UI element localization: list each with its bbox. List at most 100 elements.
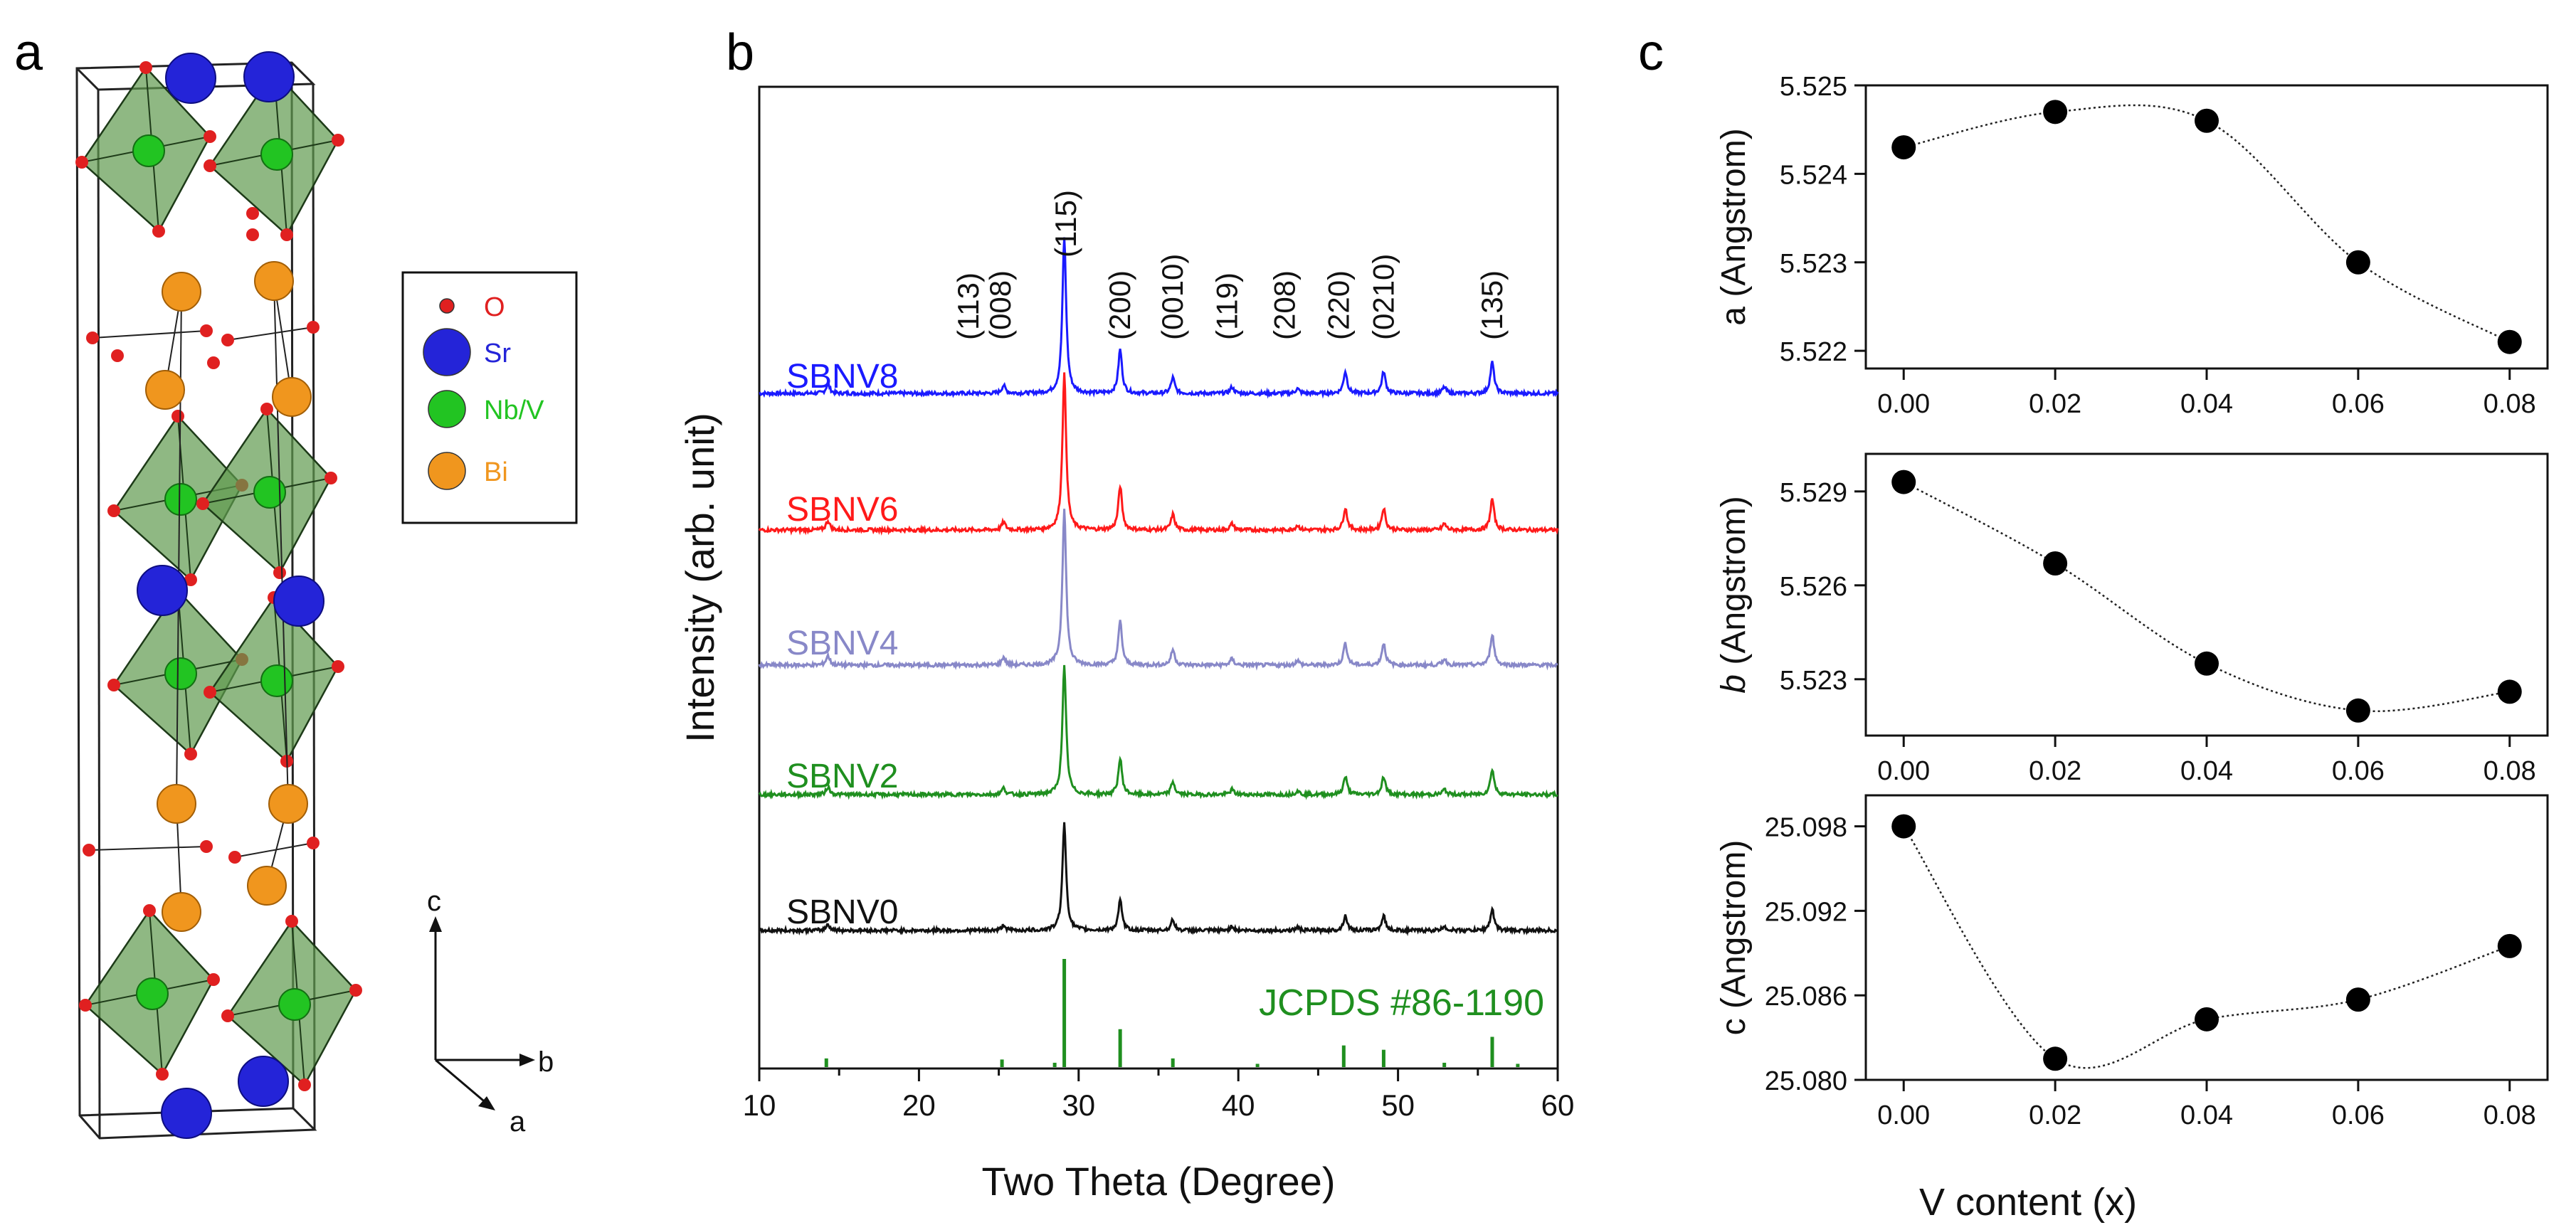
- series-label-sbnv6: SBNV6: [786, 491, 898, 529]
- lattice-content: 5.522 5.523 5.524 5.525 0.00 0.02 0.04 0.06 0.08…: [1715, 72, 2549, 1130]
- legend-swatch: [428, 452, 466, 490]
- o-atom: [204, 159, 216, 172]
- data-point: [2497, 679, 2522, 704]
- x-tick-label: 0.08: [2483, 756, 2536, 786]
- data-point: [1891, 470, 1916, 494]
- data-point: [2345, 250, 2370, 275]
- y-tick-label: 25.092: [1765, 897, 1847, 927]
- fit-curve: [1903, 104, 2511, 343]
- x-tick-label: 0.08: [2483, 1101, 2536, 1130]
- xrd-content: SBNV8 SBNV6 SBNV4 SBNV2 SBNV0 (113)(008) (115)…: [743, 190, 1575, 1122]
- data-point: [2345, 698, 2370, 723]
- bond: [234, 842, 314, 858]
- b-axis-label: b: [538, 1046, 554, 1078]
- o-atom: [79, 999, 92, 1012]
- nb-atom: [260, 664, 293, 697]
- panel-a-letter: a: [14, 24, 43, 81]
- panel-c-lattice: c 5.522 5.523 5.524 5.525 0.00 0.02 0.04 0.06 0.…: [1638, 24, 2549, 1224]
- legend-label: Bi: [484, 457, 508, 487]
- x-tick-label: 30: [1062, 1088, 1095, 1122]
- bi-atom: [254, 261, 294, 301]
- x-tick-label: 0.02: [2029, 1101, 2081, 1130]
- x-tick-label: 0.06: [2332, 389, 2385, 419]
- sr-atom: [137, 565, 188, 616]
- o-atom: [204, 686, 216, 699]
- o-atom: [307, 837, 320, 849]
- c-axis-arrow: [429, 916, 442, 932]
- o-atom: [107, 504, 120, 517]
- c-axis-label: c: [427, 886, 441, 917]
- y-tick-label: 5.523: [1780, 666, 1847, 696]
- data-point: [1891, 814, 1916, 839]
- a-axis-label: a: [510, 1106, 526, 1138]
- o-atom: [221, 1009, 234, 1022]
- reflection-label: (008): [983, 270, 1017, 340]
- x-tick-label: 10: [743, 1088, 776, 1122]
- data-point: [2497, 329, 2522, 354]
- bi-atom: [162, 272, 201, 312]
- xrd-series-sbnv6: [758, 372, 1559, 536]
- y-tick-label: 5.525: [1780, 72, 1847, 102]
- bond: [273, 280, 289, 805]
- b-axis-arrow: [519, 1054, 535, 1066]
- legend-label: Sr: [484, 339, 511, 368]
- y-tick-label: 25.098: [1765, 813, 1847, 843]
- x-tick-label: 0.06: [2332, 756, 2385, 786]
- o-atom: [143, 904, 156, 917]
- sr-atom: [273, 576, 324, 627]
- reflection-label: (0010): [1156, 254, 1189, 340]
- o-atom: [200, 840, 213, 853]
- fit-curve: [1903, 481, 2510, 712]
- xrd-series-sbnv8: [759, 237, 1559, 399]
- o-atom: [280, 228, 293, 241]
- data-point: [2345, 987, 2370, 1012]
- lattice-subplot: 5.522 5.523 5.524 5.525 0.00 0.02 0.04 0.06 0.08…: [1715, 72, 2549, 419]
- bond: [88, 846, 207, 851]
- sr-atom: [165, 53, 216, 104]
- legend-frame: [401, 271, 578, 524]
- nb-atom: [253, 476, 286, 509]
- legend-label: O: [484, 292, 505, 322]
- y-tick-label: 5.524: [1780, 160, 1847, 190]
- x-tick-label: 0.06: [2332, 1101, 2385, 1130]
- data-point: [1891, 135, 1916, 160]
- series-label-sbnv4: SBNV4: [786, 625, 898, 662]
- o-atom: [221, 334, 234, 346]
- lattice-subplot: 5.523 5.526 5.529 0.00 0.02 0.04 0.06 0.08 b (An…: [1715, 452, 2549, 786]
- legend-swatch: [428, 390, 466, 428]
- o-atom: [171, 410, 184, 423]
- o-atom: [207, 356, 220, 369]
- panel-c-letter: c: [1638, 24, 1664, 81]
- subplot-y-label: b (Angstrom): [1715, 496, 1753, 693]
- subplot-y-label: c (Angstrom): [1715, 840, 1753, 1036]
- panel-b-xrd: b SBNV8 SBNV6 SBNV4 SBNV2 SBNV0 (113)(008) (11…: [677, 24, 1574, 1204]
- nb-atom: [278, 988, 311, 1021]
- nb-atom: [136, 977, 169, 1010]
- x-tick-label: 0.04: [2180, 389, 2233, 419]
- panel-b-letter: b: [726, 24, 754, 81]
- legend-label: Nb/V: [484, 396, 544, 425]
- data-point: [2043, 1046, 2068, 1071]
- reflection-label: (113): [951, 272, 985, 340]
- unit-cell: [75, 51, 362, 1140]
- y-tick-label: 5.523: [1780, 249, 1847, 279]
- o-atom: [260, 403, 273, 415]
- y-tick-label: 25.086: [1765, 982, 1847, 1012]
- o-atom: [307, 321, 320, 334]
- o-atom: [86, 332, 99, 344]
- reflection-label: (119): [1210, 272, 1243, 340]
- reflection-label: (220): [1322, 270, 1356, 340]
- o-atom: [246, 228, 259, 241]
- series-label-sbnv2: SBNV2: [786, 758, 898, 795]
- bi-atom: [157, 784, 196, 824]
- bi-atom: [268, 784, 308, 824]
- x-tick-label: 0.00: [1877, 756, 1930, 786]
- lattice-subplot: 25.080 25.086 25.092 25.098 0.00 0.02 0.04 0.06…: [1715, 794, 2549, 1130]
- y-tick-label: 5.522: [1780, 337, 1847, 367]
- fit-curve: [1903, 825, 2511, 1069]
- legend-swatch: [439, 298, 455, 314]
- o-atom: [298, 1078, 311, 1091]
- x-tick-label: 0.04: [2180, 1101, 2233, 1130]
- lattice-x-axis-label: V content (x): [1919, 1181, 2137, 1224]
- data-point: [2043, 551, 2068, 576]
